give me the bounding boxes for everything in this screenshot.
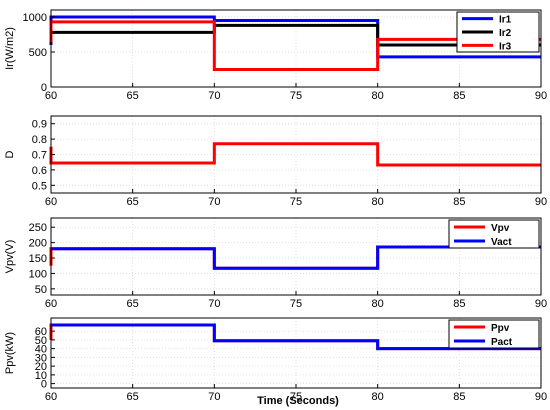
y-tick-label: 60 — [35, 326, 47, 338]
x-tick-label: 90 — [535, 90, 547, 102]
x-tick-label: 80 — [372, 298, 384, 310]
y-tick-label: 20 — [35, 361, 47, 373]
x-tick-label: 75 — [290, 90, 302, 102]
legend: Ir1 Ir2 Ir3 — [456, 11, 540, 53]
panel-1: 60 65 70 75 80 85 90 0 500 1000 Ir(W/m2) Ir1 Ir2 Ir3 — [4, 9, 547, 102]
y-axis-label: Ir(W/m2) — [4, 27, 16, 70]
legend-label: Vact — [491, 237, 512, 248]
panel-3: 60 65 70 75 80 85 90 50 100 150 200 250 Vpv(V) Vpv Vac… — [4, 217, 547, 310]
y-tick-label: 0.5 — [32, 180, 47, 192]
x-tick-label: 75 — [290, 391, 302, 403]
x-tick-label: 65 — [127, 391, 139, 403]
x-tick-label: 80 — [372, 90, 384, 102]
y-tick-label: 10 — [35, 370, 47, 382]
x-tick-label: 60 — [45, 90, 57, 102]
x-tick-label: 85 — [453, 391, 465, 403]
y-tick-label: 40 — [35, 344, 47, 356]
y-tick-label: 50 — [35, 284, 47, 296]
x-tick-label: 85 — [453, 196, 465, 208]
y-tick-label: 500 — [29, 47, 47, 59]
y-tick-label: 200 — [29, 238, 47, 250]
legend-label: Ir1 — [499, 15, 512, 26]
x-tick-label: 60 — [45, 196, 57, 208]
series-line-pact — [51, 323, 541, 351]
legend: Vpv Vact — [448, 219, 540, 249]
x-tick-label: 85 — [453, 298, 465, 310]
panel-2: 60 65 70 75 80 85 90 0.5 0.6 0.7 0.8 0.9 D — [4, 115, 547, 208]
x-tick-label: 70 — [208, 298, 220, 310]
x-tick-label: 90 — [535, 196, 547, 208]
plot-area — [51, 116, 541, 193]
y-axis-label: Ppv(kW) — [4, 332, 16, 374]
series-line-vact — [51, 245, 541, 270]
legend-box — [448, 219, 540, 249]
x-tick-label: 60 — [45, 298, 57, 310]
legend-label: Ir2 — [499, 28, 512, 39]
x-tick-label: 90 — [535, 298, 547, 310]
panel-4: 60 65 70 75 80 85 900102030405060Ppv(kW)PpvPac… — [4, 317, 547, 403]
x-tick-label: 85 — [453, 90, 465, 102]
x-tick-label: 80 — [372, 391, 384, 403]
legend-label: Ir3 — [499, 41, 512, 52]
y-tick-label: 0.6 — [32, 165, 47, 177]
x-axis-label: Time (Seconds) — [257, 395, 339, 407]
x-tick-label: 75 — [290, 196, 302, 208]
x-tick-label: 70 — [208, 196, 220, 208]
y-tick-label: 0.9 — [32, 119, 47, 131]
x-tick-label: 75 — [290, 298, 302, 310]
x-tick-label: 65 — [127, 298, 139, 310]
legend: Ppv Pact — [448, 319, 540, 349]
legend-label: Vpv — [491, 223, 510, 234]
y-tick-label: 1000 — [23, 12, 47, 24]
y-tick-label: 100 — [29, 268, 47, 280]
y-tick-label: 0.8 — [32, 134, 47, 146]
legend-label: Ppv — [491, 323, 510, 334]
y-axis-label: D — [4, 150, 16, 158]
x-tick-label: 70 — [208, 391, 220, 403]
y-tick-label: 150 — [29, 253, 47, 265]
y-tick-label: 50 — [35, 335, 47, 347]
x-tick-label: 70 — [208, 90, 220, 102]
y-axis-label: Vpv(V) — [4, 240, 16, 274]
y-tick-label: 250 — [29, 222, 47, 234]
legend-box — [448, 319, 540, 349]
x-tick-label: 60 — [45, 391, 57, 403]
y-tick-label: 0 — [41, 379, 47, 391]
x-tick-label: 90 — [535, 391, 547, 403]
x-tick-label: 65 — [127, 196, 139, 208]
x-tick-label: 65 — [127, 90, 139, 102]
x-tick-label: 80 — [372, 196, 384, 208]
y-tick-label: 0 — [41, 82, 47, 94]
y-tick-label: 30 — [35, 352, 47, 364]
legend-label: Pact — [491, 337, 513, 348]
y-tick-label: 0.7 — [32, 150, 47, 162]
